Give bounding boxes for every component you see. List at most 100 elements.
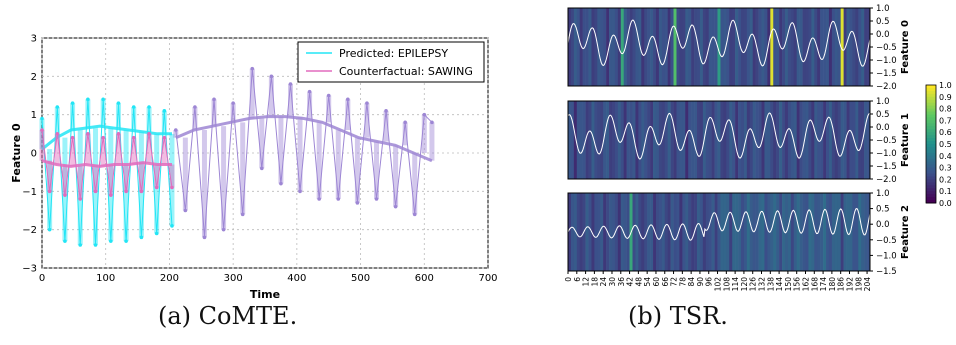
heatmap-cell (823, 101, 827, 179)
heatmap-cell (852, 193, 856, 271)
heatmap-cell (582, 101, 586, 179)
heatmap-cell (758, 8, 762, 86)
series-0-point (139, 235, 144, 240)
heatmap-cell (805, 101, 809, 179)
heatmap-cell (761, 8, 765, 86)
heatmap-cell (617, 8, 622, 86)
heatmap-cell (638, 101, 642, 179)
heatmap-cell (591, 101, 595, 179)
series-2-point (202, 235, 207, 240)
colorbar-step (926, 90, 936, 95)
series-2-point (250, 66, 255, 71)
heatmap-cell (667, 193, 671, 271)
heatmap-cell (673, 101, 677, 179)
heatmap-cell (591, 8, 595, 86)
colorbar-step (926, 114, 936, 118)
colorbar-tick-label: 0.4 (939, 152, 952, 161)
x-tick-label: 96 (705, 277, 714, 287)
colorbar-tick-label: 0.0 (939, 199, 952, 208)
heatmap-cell (594, 193, 598, 271)
heatmap-cell (597, 8, 601, 86)
heatmap-cell (609, 8, 613, 86)
heatmap-cell (585, 193, 589, 271)
series-2-point (221, 227, 226, 232)
heatmap-cell (655, 101, 660, 179)
heatmap-cell (787, 101, 792, 179)
heatmap-cell (594, 101, 598, 179)
heatmap-cell (787, 193, 792, 271)
heatmap-cell (617, 193, 622, 271)
heatmap-cell (614, 193, 619, 271)
y-tick-label: −0.5 (876, 236, 897, 246)
heatmap-cell (620, 193, 625, 271)
series-1-point (47, 189, 52, 194)
heatmap-cell (629, 101, 633, 179)
x-tick-label: 0 (39, 273, 45, 284)
heatmap-cell (705, 8, 710, 86)
heatmap-cell (740, 8, 745, 86)
x-tick-label: 168 (810, 277, 819, 292)
x-tick-label: 108 (722, 277, 731, 292)
y-tick-label: 0 (31, 149, 37, 160)
heatmap-cell (823, 193, 827, 271)
x-tick-label: 300 (224, 273, 243, 284)
series-2-trend (175, 115, 433, 163)
heatmap-cell (694, 193, 698, 271)
series-2-point (260, 166, 264, 171)
heatmap-cell (714, 101, 718, 179)
y-tick-label: −1.5 (876, 162, 897, 172)
x-tick-label: 18 (590, 277, 599, 287)
heatmap-cell (837, 101, 841, 179)
heatmap-cell (846, 193, 850, 271)
y-tick-label: −1.0 (876, 56, 897, 66)
heatmap-cell (793, 8, 797, 86)
heatmap-cell (600, 101, 604, 179)
heatmap-cell (738, 101, 742, 179)
x-tick-label: 0 (564, 277, 573, 282)
series-2-point (384, 109, 388, 113)
heatmap-cell (858, 8, 862, 86)
colorbar-step (926, 96, 936, 101)
y-tick-label: 1.0 (876, 97, 890, 107)
series-2-point (346, 97, 350, 102)
heatmap-cell (664, 8, 668, 86)
y-tick-label: −0.5 (876, 136, 897, 146)
legend: Predicted: EPILEPSY Counterfactual: SAWI… (297, 41, 485, 83)
heatmap-cell (679, 193, 683, 271)
heatmap-cell (632, 193, 636, 271)
series-0-point (162, 109, 167, 113)
heatmap-cell (576, 101, 581, 179)
colorbar-step (926, 87, 936, 92)
series-2-point (422, 112, 427, 117)
heatmap-cell (729, 101, 733, 179)
heatmap-cell (688, 101, 692, 179)
x-tick-label: 102 (714, 277, 723, 292)
series-2-point (269, 74, 274, 79)
heatmap-cell (664, 193, 668, 271)
series-2-point (365, 101, 369, 105)
heatmap-cell (579, 101, 583, 179)
heatmap-cell (826, 101, 830, 179)
heatmap-cell (735, 101, 739, 179)
heatmap-cell (755, 193, 759, 271)
heatmap-cell (773, 193, 777, 271)
colorbar-step (926, 152, 936, 157)
x-tick-label: 126 (749, 277, 758, 292)
heatmap-cell (591, 193, 595, 271)
x-tick-label: 198 (854, 277, 863, 292)
heatmap-cell (685, 8, 689, 86)
signal-trace (567, 112, 871, 160)
heatmap-cell (568, 8, 572, 86)
heatmap-cell (776, 8, 780, 86)
series-2-point (231, 101, 235, 105)
heatmap-cell (679, 101, 683, 179)
x-tick-label: 132 (758, 277, 767, 292)
heatmap-cell (761, 101, 765, 179)
heatmap-cell (676, 193, 680, 271)
series-1-point (40, 128, 44, 132)
heatmap-cell (740, 101, 745, 179)
heatmap-cell (667, 101, 671, 179)
heatmap-cell (650, 193, 654, 271)
series-0-point (55, 105, 60, 109)
heatmap-cell (647, 101, 651, 179)
